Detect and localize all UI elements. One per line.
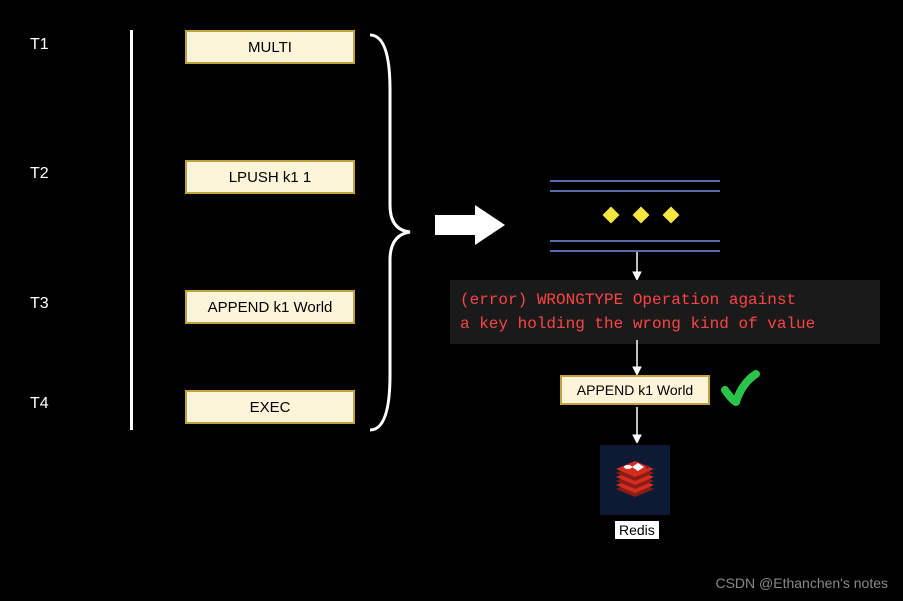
arrow-down-icon bbox=[632, 407, 642, 443]
queue-box bbox=[550, 180, 720, 250]
cmd-box-exec: EXEC bbox=[185, 390, 355, 424]
redis-logo bbox=[600, 445, 670, 515]
brace-icon bbox=[365, 30, 415, 435]
queue-diamond bbox=[663, 207, 680, 224]
error-line1: (error) WRONGTYPE Operation against bbox=[460, 288, 870, 312]
watermark-text: CSDN @Ethanchen's notes bbox=[715, 575, 888, 591]
arrow-down-icon bbox=[632, 252, 642, 280]
redis-label: Redis bbox=[614, 520, 660, 540]
time-label-t4: T4 bbox=[30, 395, 49, 413]
queue-diamond bbox=[603, 207, 620, 224]
append-result-box: APPEND k1 World bbox=[560, 375, 710, 405]
timeline-line bbox=[130, 30, 133, 430]
cmd-box-lpush: LPUSH k1 1 bbox=[185, 160, 355, 194]
cmd-box-multi: MULTI bbox=[185, 30, 355, 64]
time-label-t1: T1 bbox=[30, 36, 49, 54]
cmd-box-append: APPEND k1 World bbox=[185, 290, 355, 324]
arrow-right-icon bbox=[435, 205, 505, 245]
checkmark-icon bbox=[720, 368, 760, 408]
arrow-down-icon bbox=[632, 340, 642, 375]
error-message: (error) WRONGTYPE Operation against a ke… bbox=[450, 280, 880, 344]
error-line2: a key holding the wrong kind of value bbox=[460, 312, 870, 336]
time-label-t3: T3 bbox=[30, 295, 49, 313]
queue-diamond bbox=[633, 207, 650, 224]
time-label-t2: T2 bbox=[30, 165, 49, 183]
